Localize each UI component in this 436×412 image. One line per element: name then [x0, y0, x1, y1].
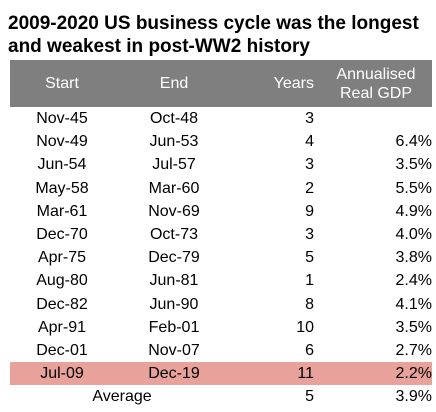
cell-end: Nov-07 — [148, 341, 200, 359]
cell-end: Nov-69 — [148, 202, 200, 220]
cell-years: 5 — [305, 249, 314, 267]
cell-end: Mar-60 — [148, 179, 200, 197]
average-label: Average — [92, 388, 152, 406]
cell-start: Aug-80 — [36, 272, 88, 290]
figure-title: 2009-2020 US business cycle was the long… — [8, 12, 432, 58]
cell-gdp: 2.7% — [395, 341, 432, 359]
cell-end: Dec-19 — [114, 362, 234, 386]
cell-gdp: 3.5% — [395, 156, 432, 174]
header-gdp-line2: Real GDP — [339, 84, 413, 102]
cell-gdp — [320, 107, 432, 130]
average-gdp: 3.9% — [395, 388, 432, 406]
table-row: Dec-01 Nov-07 6 2.7% — [10, 339, 432, 362]
cell-years: 3 — [305, 156, 314, 174]
cell-years: 3 — [305, 226, 314, 244]
cell-gdp: 2.4% — [395, 272, 432, 290]
cell-years: 10 — [296, 318, 314, 336]
table-row: Apr-75 Dec-79 5 3.8% — [10, 246, 432, 269]
cell-start: Dec-70 — [36, 226, 88, 244]
table-row: Dec-70 Oct-73 3 4.0% — [10, 223, 432, 246]
cell-end: Oct-73 — [149, 226, 198, 244]
header-end: End — [159, 75, 189, 92]
cell-end: Dec-79 — [148, 249, 200, 267]
header-gdp-line1: Annualised — [336, 65, 416, 83]
cell-start: Jul-09 — [10, 362, 114, 386]
table-row: Aug-80 Jun-81 1 2.4% — [10, 269, 432, 292]
cell-gdp: 3.8% — [395, 249, 432, 267]
cell-gdp: 4.9% — [395, 202, 432, 220]
cell-gdp: 4.0% — [395, 226, 432, 244]
cell-years: 11 — [234, 362, 320, 386]
title-line-2: and weakest in post-WW2 history — [8, 36, 310, 57]
cell-end: Jun-81 — [149, 272, 199, 290]
table-row: Nov-49 Jun-53 4 6.4% — [10, 130, 432, 153]
average-years: 5 — [305, 388, 314, 406]
cell-start: Apr-75 — [37, 249, 87, 267]
cell-end: Jun-53 — [149, 133, 199, 151]
cell-end: Oct-48 — [149, 110, 198, 128]
table-row: Jun-54 Jul-57 3 3.5% — [10, 153, 432, 176]
header-years: Years — [273, 75, 314, 92]
cell-start: Dec-82 — [36, 295, 88, 313]
cell-gdp: 3.5% — [395, 318, 432, 336]
table-row: Dec-82 Jun-90 8 4.1% — [10, 293, 432, 316]
cell-years: 3 — [305, 110, 314, 128]
cell-gdp: 5.5% — [395, 179, 432, 197]
cell-years: 1 — [305, 272, 314, 290]
average-row: Average 5 3.9% — [10, 385, 432, 408]
cell-start: Nov-45 — [36, 110, 88, 128]
cell-gdp: 6.4% — [395, 133, 432, 151]
cell-end: Jun-90 — [149, 295, 199, 313]
cell-start: Dec-01 — [36, 341, 88, 359]
table-row-highlighted: Jul-09 Dec-19 11 2.2% — [10, 362, 432, 386]
header-start: Start — [45, 75, 79, 92]
cell-end: Feb-01 — [148, 318, 200, 336]
cell-years: 2 — [305, 179, 314, 197]
cell-years: 4 — [305, 133, 314, 151]
cell-end: Jul-57 — [152, 156, 196, 174]
cell-start: Apr-91 — [37, 318, 87, 336]
cell-start: Mar-61 — [36, 202, 88, 220]
business-cycle-table: Start End Years Annualised Real GDP Nov-… — [10, 60, 432, 408]
table-row: Apr-91 Feb-01 10 3.5% — [10, 316, 432, 339]
cell-years: 6 — [305, 341, 314, 359]
cell-start: Nov-49 — [36, 133, 88, 151]
table-header-row: Start End Years Annualised Real GDP — [10, 60, 432, 107]
cell-years: 8 — [305, 295, 314, 313]
cell-start: Jun-54 — [37, 156, 87, 174]
cell-years: 9 — [305, 202, 314, 220]
table-row: Mar-61 Nov-69 9 4.9% — [10, 200, 432, 223]
title-line-1: 2009-2020 US business cycle was the long… — [8, 13, 419, 34]
table-row: May-58 Mar-60 2 5.5% — [10, 177, 432, 200]
table-row: Nov-45 Oct-48 3 — [10, 107, 432, 130]
cell-gdp: 2.2% — [320, 362, 432, 386]
cell-start: May-58 — [35, 179, 89, 197]
header-gdp: Annualised Real GDP — [320, 60, 432, 107]
cell-gdp: 4.1% — [395, 295, 432, 313]
